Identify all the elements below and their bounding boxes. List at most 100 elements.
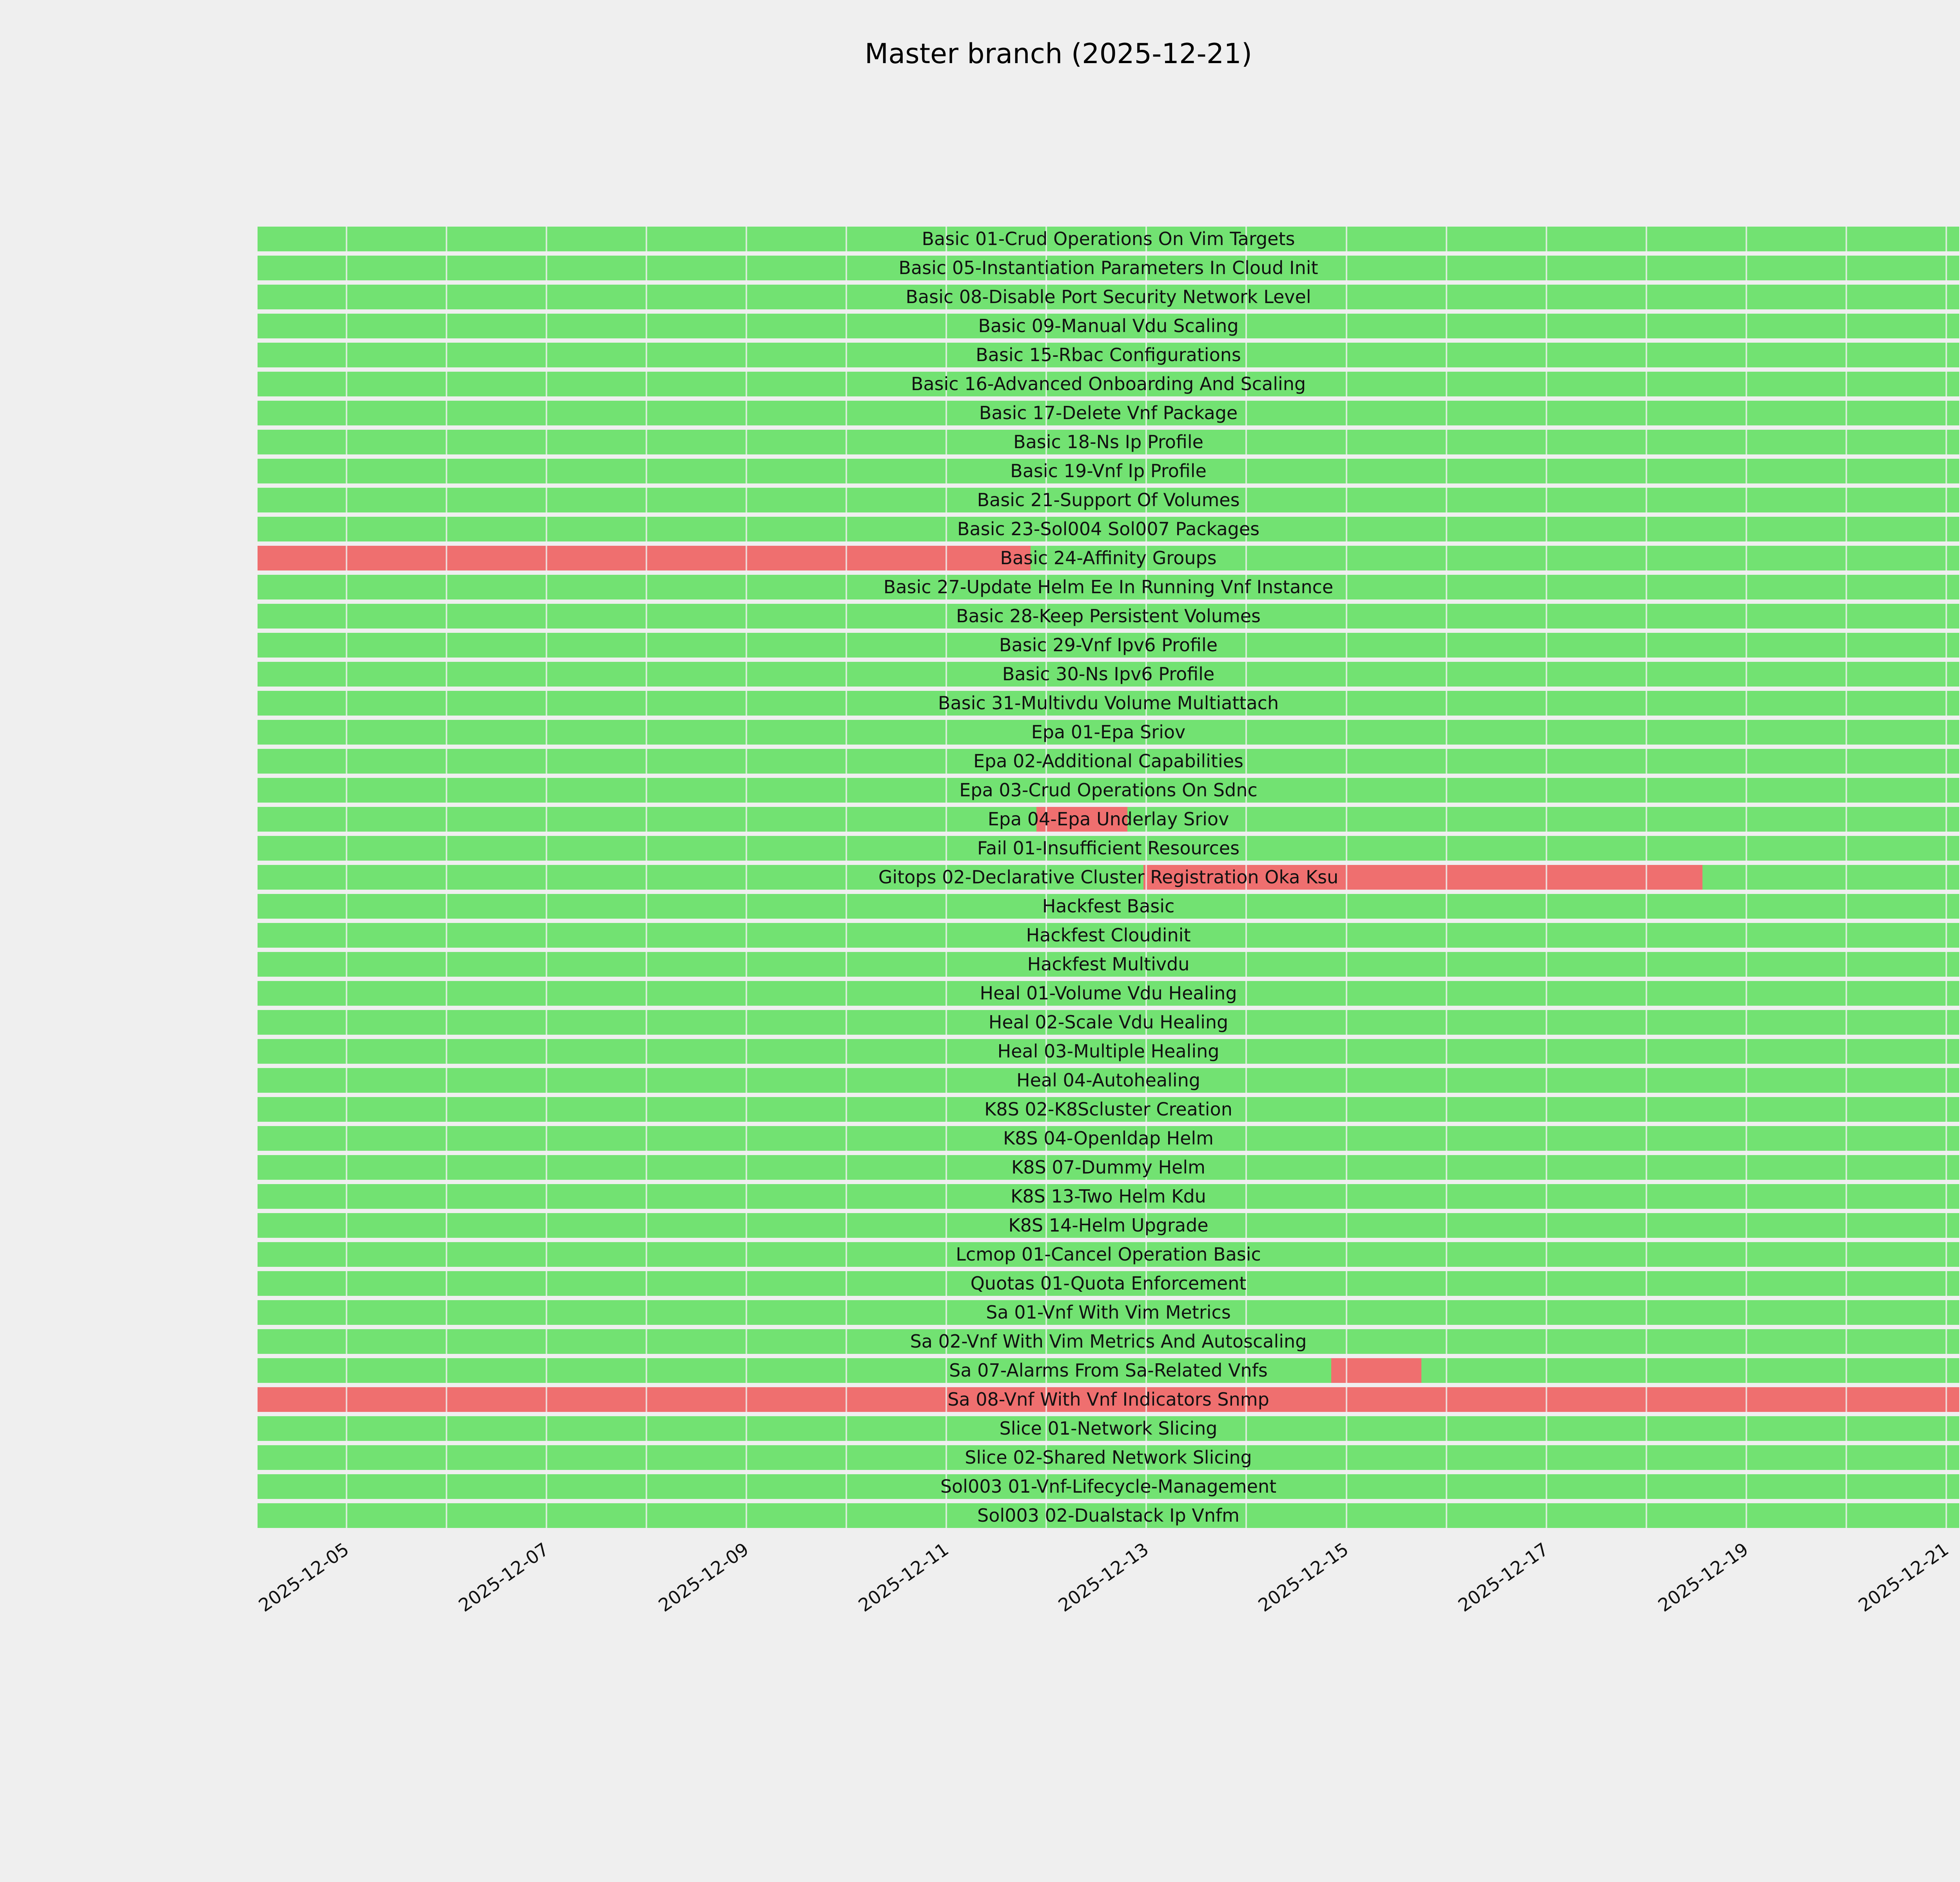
- bar-segment-pass: [258, 1010, 1959, 1035]
- bar-segment-pass: [258, 1271, 1959, 1296]
- bar-segment-pass: [258, 430, 1959, 454]
- day-gridline: [1745, 227, 1747, 1528]
- row-label: Lcmop 01-Cancel Operation Basic: [956, 1244, 1261, 1265]
- bar-segment-pass: [258, 633, 1959, 658]
- bar-segment-pass: [258, 401, 1959, 425]
- row-label: Gitops 02-Declarative Cluster Registrati…: [878, 867, 1339, 888]
- day-gridline: [546, 227, 548, 1528]
- bar-segment-pass: [258, 778, 1959, 803]
- row-label: Fail 01-Insufficient Resources: [977, 837, 1240, 859]
- bar-segment-pass: [258, 691, 1959, 716]
- bar-segment-pass: [258, 1242, 1959, 1267]
- row-label: Heal 01-Volume Vdu Healing: [980, 983, 1237, 1004]
- x-tick-label: 2025-12-15: [1254, 1538, 1353, 1616]
- x-tick-label: 2025-12-21: [1854, 1538, 1953, 1616]
- row-label: K8S 13-Two Helm Kdu: [1011, 1186, 1206, 1207]
- bar-segment-pass: [258, 343, 1959, 367]
- row-label: Basic 29-Vnf Ipv6 Profile: [999, 634, 1218, 656]
- bar-segment-pass: [258, 1213, 1959, 1238]
- bar-segment-pass: [258, 1155, 1959, 1180]
- bar-segment-pass: [258, 517, 1959, 541]
- row-label: Epa 04-Epa Underlay Sriov: [987, 808, 1229, 830]
- bar-segment-pass: [258, 1184, 1959, 1209]
- row-label: Sol003 01-Vnf-Lifecycle-Management: [940, 1476, 1277, 1497]
- row-label: Basic 27-Update Helm Ee In Running Vnf I…: [883, 576, 1334, 598]
- row-label: Slice 02-Shared Network Slicing: [965, 1447, 1252, 1468]
- chart-title: Master branch (2025-12-21): [864, 38, 1252, 70]
- bar-segment-pass: [258, 952, 1959, 977]
- bar-segment-pass: [258, 488, 1959, 512]
- bar-segment-fail: [1036, 807, 1127, 832]
- row-label: Basic 31-Multivdu Volume Multiattach: [938, 692, 1279, 714]
- day-gridline: [1945, 227, 1947, 1528]
- row-label: Basic 17-Delete Vnf Package: [979, 402, 1238, 423]
- bar-segment-pass: [258, 575, 1959, 599]
- day-gridline: [1045, 227, 1047, 1528]
- bar-segment-pass: [258, 865, 1143, 890]
- row-label: Basic 05-Instantiation Parameters In Clo…: [898, 257, 1318, 278]
- x-tick-label: 2025-12-05: [254, 1538, 353, 1616]
- row-label: Sa 07-Alarms From Sa-Related Vnfs: [949, 1360, 1268, 1381]
- day-gridline: [646, 227, 648, 1528]
- row-label: Basic 01-Crud Operations On Vim Targets: [922, 228, 1295, 249]
- day-gridline: [946, 227, 947, 1528]
- day-gridline: [1145, 227, 1147, 1528]
- row-label: Epa 01-Epa Sriov: [1031, 721, 1186, 743]
- bar-segment-pass: [1127, 807, 1959, 832]
- bar-segment-pass: [1702, 865, 1959, 890]
- bar-segment-pass: [258, 1097, 1959, 1122]
- row-label: Basic 28-Keep Persistent Volumes: [956, 605, 1261, 627]
- bar-segment-pass: [258, 459, 1959, 483]
- day-gridline: [1245, 227, 1247, 1528]
- day-gridline: [1845, 227, 1847, 1528]
- row-label: Basic 16-Advanced Onboarding And Scaling: [911, 373, 1306, 394]
- day-gridline: [1445, 227, 1447, 1528]
- row-label: Basic 24-Affinity Groups: [1000, 547, 1217, 569]
- bar-segment-pass: [258, 894, 1959, 919]
- row-label: Slice 01-Network Slicing: [999, 1418, 1218, 1439]
- row-label: Hackfest Multivdu: [1027, 954, 1190, 975]
- row-label: Epa 03-Crud Operations On Sdnc: [959, 779, 1258, 801]
- bar-segment-pass: [258, 749, 1959, 774]
- row-label: Basic 30-Ns Ipv6 Profile: [1002, 663, 1215, 685]
- day-gridline: [1345, 227, 1347, 1528]
- bar-segment-pass: [258, 314, 1959, 338]
- bar-segment-fail: [1143, 865, 1702, 890]
- row-label: Hackfest Basic: [1042, 896, 1175, 917]
- row-label: Heal 04-Autohealing: [1016, 1070, 1200, 1091]
- bar-segment-pass: [258, 1126, 1959, 1151]
- bar-segment-pass: [258, 372, 1959, 396]
- bar-segment-pass: [258, 1068, 1959, 1093]
- day-gridline: [1545, 227, 1547, 1528]
- row-label: Sa 02-Vnf With Vim Metrics And Autoscali…: [910, 1331, 1307, 1352]
- row-label: K8S 07-Dummy Helm: [1011, 1157, 1205, 1178]
- bar-segment-pass: [258, 923, 1959, 948]
- bar-segment-pass: [258, 227, 1959, 251]
- bar-segment-pass: [258, 1503, 1959, 1528]
- row-label: Sol003 02-Dualstack Ip Vnfm: [977, 1505, 1240, 1526]
- bar-segment-fail: [258, 546, 1031, 570]
- bar-segment-pass: [258, 1300, 1959, 1325]
- bar-segment-pass: [258, 662, 1959, 687]
- row-label: Epa 02-Additional Capabilities: [973, 750, 1244, 772]
- bar-segment-pass: [258, 1474, 1959, 1499]
- bar-segment-pass: [258, 720, 1959, 745]
- row-label: Heal 03-Multiple Healing: [997, 1041, 1220, 1062]
- bar-segment-pass: [258, 981, 1959, 1006]
- day-gridline: [746, 227, 748, 1528]
- x-tick-label: 2025-12-17: [1454, 1538, 1553, 1616]
- row-label: Basic 23-Sol004 Sol007 Packages: [957, 518, 1260, 540]
- day-gridline: [1645, 227, 1647, 1528]
- row-label: Basic 18-Ns Ip Profile: [1013, 431, 1203, 452]
- bar-segment-pass: [258, 285, 1959, 309]
- row-label: Basic 08-Disable Port Security Network L…: [906, 286, 1311, 307]
- bar-segment-pass: [258, 256, 1959, 280]
- bar-segment-fail: [258, 1387, 1959, 1412]
- bar-segment-pass: [258, 1329, 1959, 1354]
- x-tick-label: 2025-12-13: [1054, 1538, 1152, 1616]
- x-tick-label: 2025-12-19: [1654, 1538, 1753, 1616]
- day-gridline: [446, 227, 448, 1528]
- bar-segment-pass: [1421, 1358, 1959, 1383]
